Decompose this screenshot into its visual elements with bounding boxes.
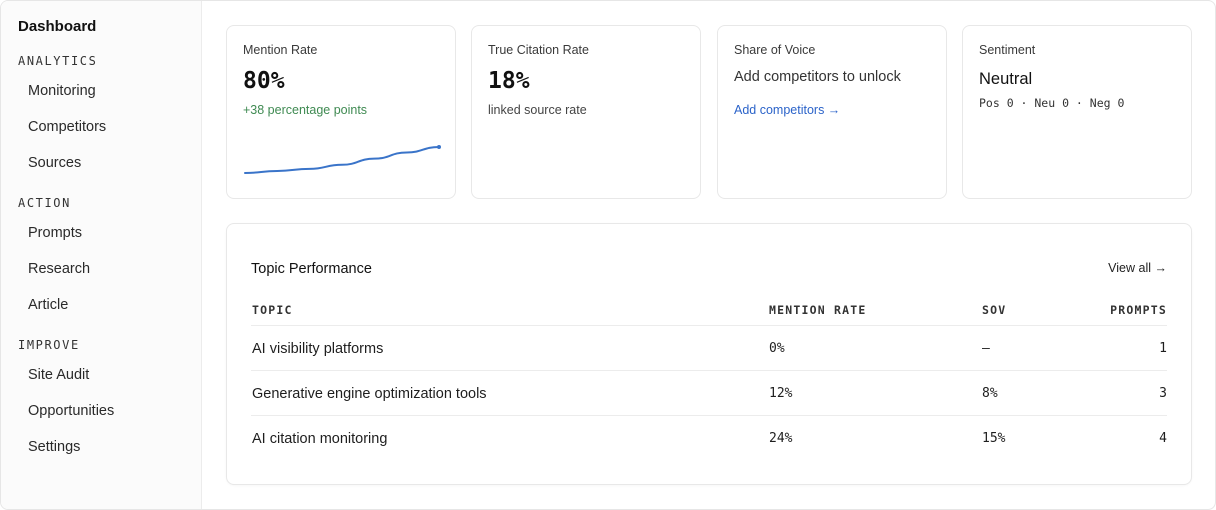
topic-performance-title: Topic Performance [251,261,372,277]
sidebar-item-monitoring[interactable]: Monitoring [28,83,96,99]
topic-sov: 8% [982,386,998,401]
sidebar-item-prompts[interactable]: Prompts [28,225,82,241]
sidebar-section-analytics: ANALYTICS [18,54,98,68]
citation-rate-subtitle: linked source rate [488,103,587,117]
citation-rate-card[interactable]: True Citation Rate 18% linked source rat… [471,25,701,199]
topic-prompts: 4 [1159,431,1167,446]
citation-rate-value: 18% [488,68,530,94]
share-of-voice-message: Add competitors to unlock [734,69,901,85]
sidebar-item-dashboard[interactable]: Dashboard [18,18,97,35]
sentiment-counts: Pos 0 · Neu 0 · Neg 0 [979,96,1125,110]
topic-sov: — [982,341,990,356]
sentiment-value: Neutral [979,70,1033,88]
sidebar-section-improve: IMPROVE [18,338,80,352]
mention-rate-card[interactable]: Mention Rate 80% +38 percentage points [226,25,456,199]
share-of-voice-label: Share of Voice [734,43,816,57]
table-row[interactable]: Generative engine optimization tools 12%… [251,370,1167,415]
sentiment-card[interactable]: Sentiment Neutral Pos 0 · Neu 0 · Neg 0 [962,25,1192,199]
main-content: Mention Rate 80% +38 percentage points T… [202,1,1215,509]
mention-rate-label: Mention Rate [243,43,318,57]
topic-mention-rate: 24% [769,431,793,446]
sidebar-item-opportunities[interactable]: Opportunities [28,403,115,419]
topic-sov: 15% [982,431,1006,446]
sidebar: Dashboard ANALYTICS Monitoring Competito… [1,1,202,509]
topic-performance-panel: Topic Performance View all → TOPIC MENTI… [226,223,1192,485]
add-competitors-link[interactable]: Add competitors → [734,103,841,117]
topic-name: Generative engine optimization tools [252,386,487,402]
sidebar-item-settings[interactable]: Settings [28,439,81,455]
topic-name: AI visibility platforms [252,341,384,357]
topic-prompts: 1 [1159,341,1167,356]
sidebar-item-sources[interactable]: Sources [28,155,82,171]
citation-rate-label: True Citation Rate [488,43,589,57]
share-of-voice-card: Share of Voice Add competitors to unlock… [717,25,947,199]
view-all-link[interactable]: View all → [1108,261,1167,275]
topic-name: AI citation monitoring [252,431,388,447]
column-header-topic[interactable]: TOPIC [252,303,293,317]
topic-mention-rate: 12% [769,386,793,401]
sparkline-line [244,146,440,174]
topic-mention-rate: 0% [769,341,785,356]
sidebar-section-action: ACTION [18,196,71,210]
sidebar-item-competitors[interactable]: Competitors [28,119,107,135]
topic-prompts: 3 [1159,386,1167,401]
sidebar-item-article[interactable]: Article [28,297,69,313]
column-header-mention-rate[interactable]: MENTION RATE [769,303,867,317]
mention-rate-sparkline [244,145,441,174]
sentiment-label: Sentiment [979,43,1036,57]
column-header-sov[interactable]: SOV [982,303,1007,317]
sidebar-item-research[interactable]: Research [28,261,91,277]
sidebar-item-site-audit[interactable]: Site Audit [28,367,90,383]
mention-rate-value: 80% [243,68,285,94]
table-row[interactable]: AI citation monitoring 24% 15% 4 [251,415,1167,460]
sparkline-end-dot [437,145,441,149]
column-header-prompts[interactable]: PROMPTS [1110,303,1167,317]
table-row[interactable]: AI visibility platforms 0% — 1 [251,325,1167,370]
mention-rate-delta: +38 percentage points [243,103,368,117]
